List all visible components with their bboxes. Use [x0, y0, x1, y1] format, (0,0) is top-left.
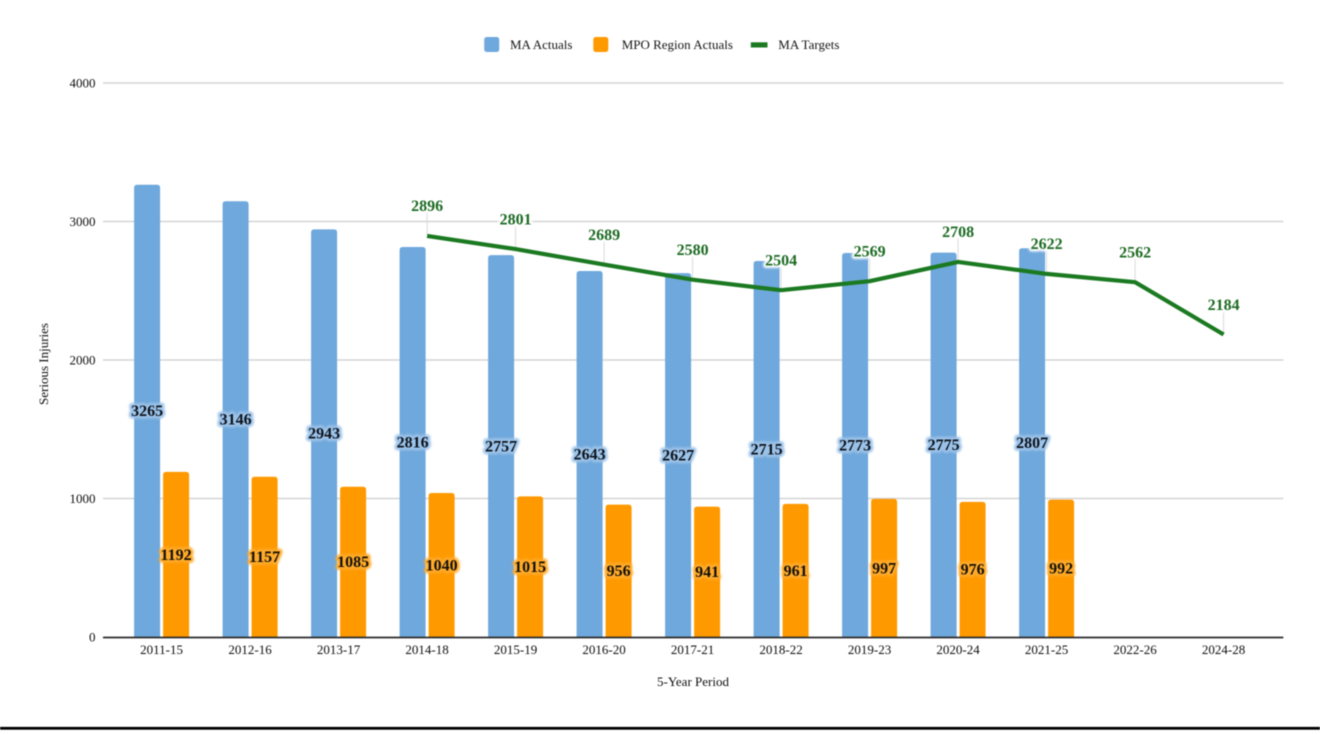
- svg-text:2708: 2708: [942, 224, 974, 241]
- svg-text:4000: 4000: [70, 75, 96, 90]
- svg-text:2816: 2816: [397, 434, 429, 451]
- svg-text:997: 997: [872, 560, 896, 577]
- svg-text:992: 992: [1049, 561, 1073, 578]
- svg-text:1157: 1157: [249, 549, 280, 566]
- svg-text:2715: 2715: [751, 441, 783, 458]
- svg-text:2708: 2708: [942, 224, 974, 241]
- svg-text:956: 956: [607, 563, 631, 580]
- svg-text:2017-21: 2017-21: [671, 642, 714, 657]
- svg-text:2012-16: 2012-16: [228, 642, 272, 657]
- svg-text:2801: 2801: [500, 211, 532, 228]
- svg-text:976: 976: [961, 562, 985, 579]
- svg-text:2773: 2773: [839, 437, 871, 454]
- svg-text:2757: 2757: [485, 438, 517, 455]
- svg-text:2715: 2715: [751, 441, 783, 458]
- svg-text:1040: 1040: [426, 557, 458, 574]
- svg-text:5-Year Period: 5-Year Period: [657, 674, 729, 689]
- svg-text:MA Actuals: MA Actuals: [510, 37, 572, 52]
- svg-text:2020-24: 2020-24: [936, 642, 980, 657]
- svg-text:2943: 2943: [308, 426, 340, 443]
- svg-text:2816: 2816: [397, 434, 429, 451]
- svg-text:1000: 1000: [70, 491, 96, 506]
- svg-text:2775: 2775: [928, 437, 960, 454]
- svg-text:2022-26: 2022-26: [1113, 642, 1157, 657]
- svg-text:2775: 2775: [928, 437, 960, 454]
- svg-text:992: 992: [1049, 561, 1073, 578]
- svg-text:1085: 1085: [337, 554, 369, 571]
- svg-text:1085: 1085: [337, 554, 369, 571]
- svg-text:MPO Region Actuals: MPO Region Actuals: [622, 37, 733, 52]
- svg-text:2627: 2627: [662, 447, 694, 464]
- svg-text:2896: 2896: [411, 198, 443, 215]
- svg-text:2184: 2184: [1208, 297, 1240, 314]
- svg-text:2622: 2622: [1031, 236, 1063, 253]
- svg-text:961: 961: [784, 563, 808, 580]
- svg-text:2580: 2580: [677, 242, 709, 259]
- svg-text:2757: 2757: [485, 438, 517, 455]
- svg-text:2643: 2643: [574, 446, 606, 463]
- svg-text:2016-20: 2016-20: [582, 642, 625, 657]
- svg-text:2184: 2184: [1208, 297, 1240, 314]
- svg-text:2943: 2943: [308, 426, 340, 443]
- svg-text:976: 976: [961, 562, 985, 579]
- svg-text:Serious Injuries: Serious Injuries: [36, 323, 51, 405]
- svg-text:2013-17: 2013-17: [317, 642, 361, 657]
- svg-text:2504: 2504: [765, 253, 797, 270]
- svg-text:2504: 2504: [765, 253, 797, 270]
- svg-text:2643: 2643: [574, 446, 606, 463]
- svg-text:2011-15: 2011-15: [140, 642, 183, 657]
- svg-text:2562: 2562: [1119, 245, 1151, 262]
- svg-text:2773: 2773: [839, 437, 871, 454]
- svg-text:1157: 1157: [249, 549, 280, 566]
- svg-text:2627: 2627: [662, 447, 694, 464]
- svg-text:1192: 1192: [161, 547, 192, 564]
- svg-text:3000: 3000: [70, 214, 96, 229]
- svg-text:MA Targets: MA Targets: [778, 37, 839, 52]
- svg-text:2580: 2580: [677, 242, 709, 259]
- svg-text:3265: 3265: [131, 403, 163, 420]
- svg-text:2562: 2562: [1119, 245, 1151, 262]
- svg-text:2019-23: 2019-23: [848, 642, 891, 657]
- svg-text:941: 941: [695, 564, 719, 581]
- svg-text:3146: 3146: [220, 411, 252, 428]
- svg-text:2015-19: 2015-19: [494, 642, 537, 657]
- svg-text:2014-18: 2014-18: [405, 642, 448, 657]
- svg-text:2018-22: 2018-22: [759, 642, 802, 657]
- svg-text:2622: 2622: [1031, 236, 1063, 253]
- svg-text:2569: 2569: [854, 244, 886, 261]
- svg-text:956: 956: [607, 563, 631, 580]
- svg-text:2024-28: 2024-28: [1202, 642, 1245, 657]
- svg-text:997: 997: [872, 560, 896, 577]
- svg-text:2807: 2807: [1016, 435, 1048, 452]
- svg-text:2689: 2689: [588, 227, 620, 244]
- svg-text:2896: 2896: [411, 198, 443, 215]
- svg-text:2569: 2569: [854, 244, 886, 261]
- svg-text:961: 961: [784, 563, 808, 580]
- svg-text:1192: 1192: [161, 547, 192, 564]
- svg-text:941: 941: [695, 564, 719, 581]
- svg-text:2000: 2000: [70, 352, 96, 367]
- svg-text:1015: 1015: [514, 559, 546, 576]
- svg-text:2807: 2807: [1016, 435, 1048, 452]
- svg-text:0: 0: [89, 629, 96, 644]
- svg-text:1040: 1040: [426, 557, 458, 574]
- svg-text:1015: 1015: [514, 559, 546, 576]
- svg-text:2021-25: 2021-25: [1025, 642, 1068, 657]
- svg-text:3146: 3146: [220, 411, 252, 428]
- svg-text:3265: 3265: [131, 403, 163, 420]
- svg-text:2801: 2801: [500, 211, 532, 228]
- svg-text:2689: 2689: [588, 227, 620, 244]
